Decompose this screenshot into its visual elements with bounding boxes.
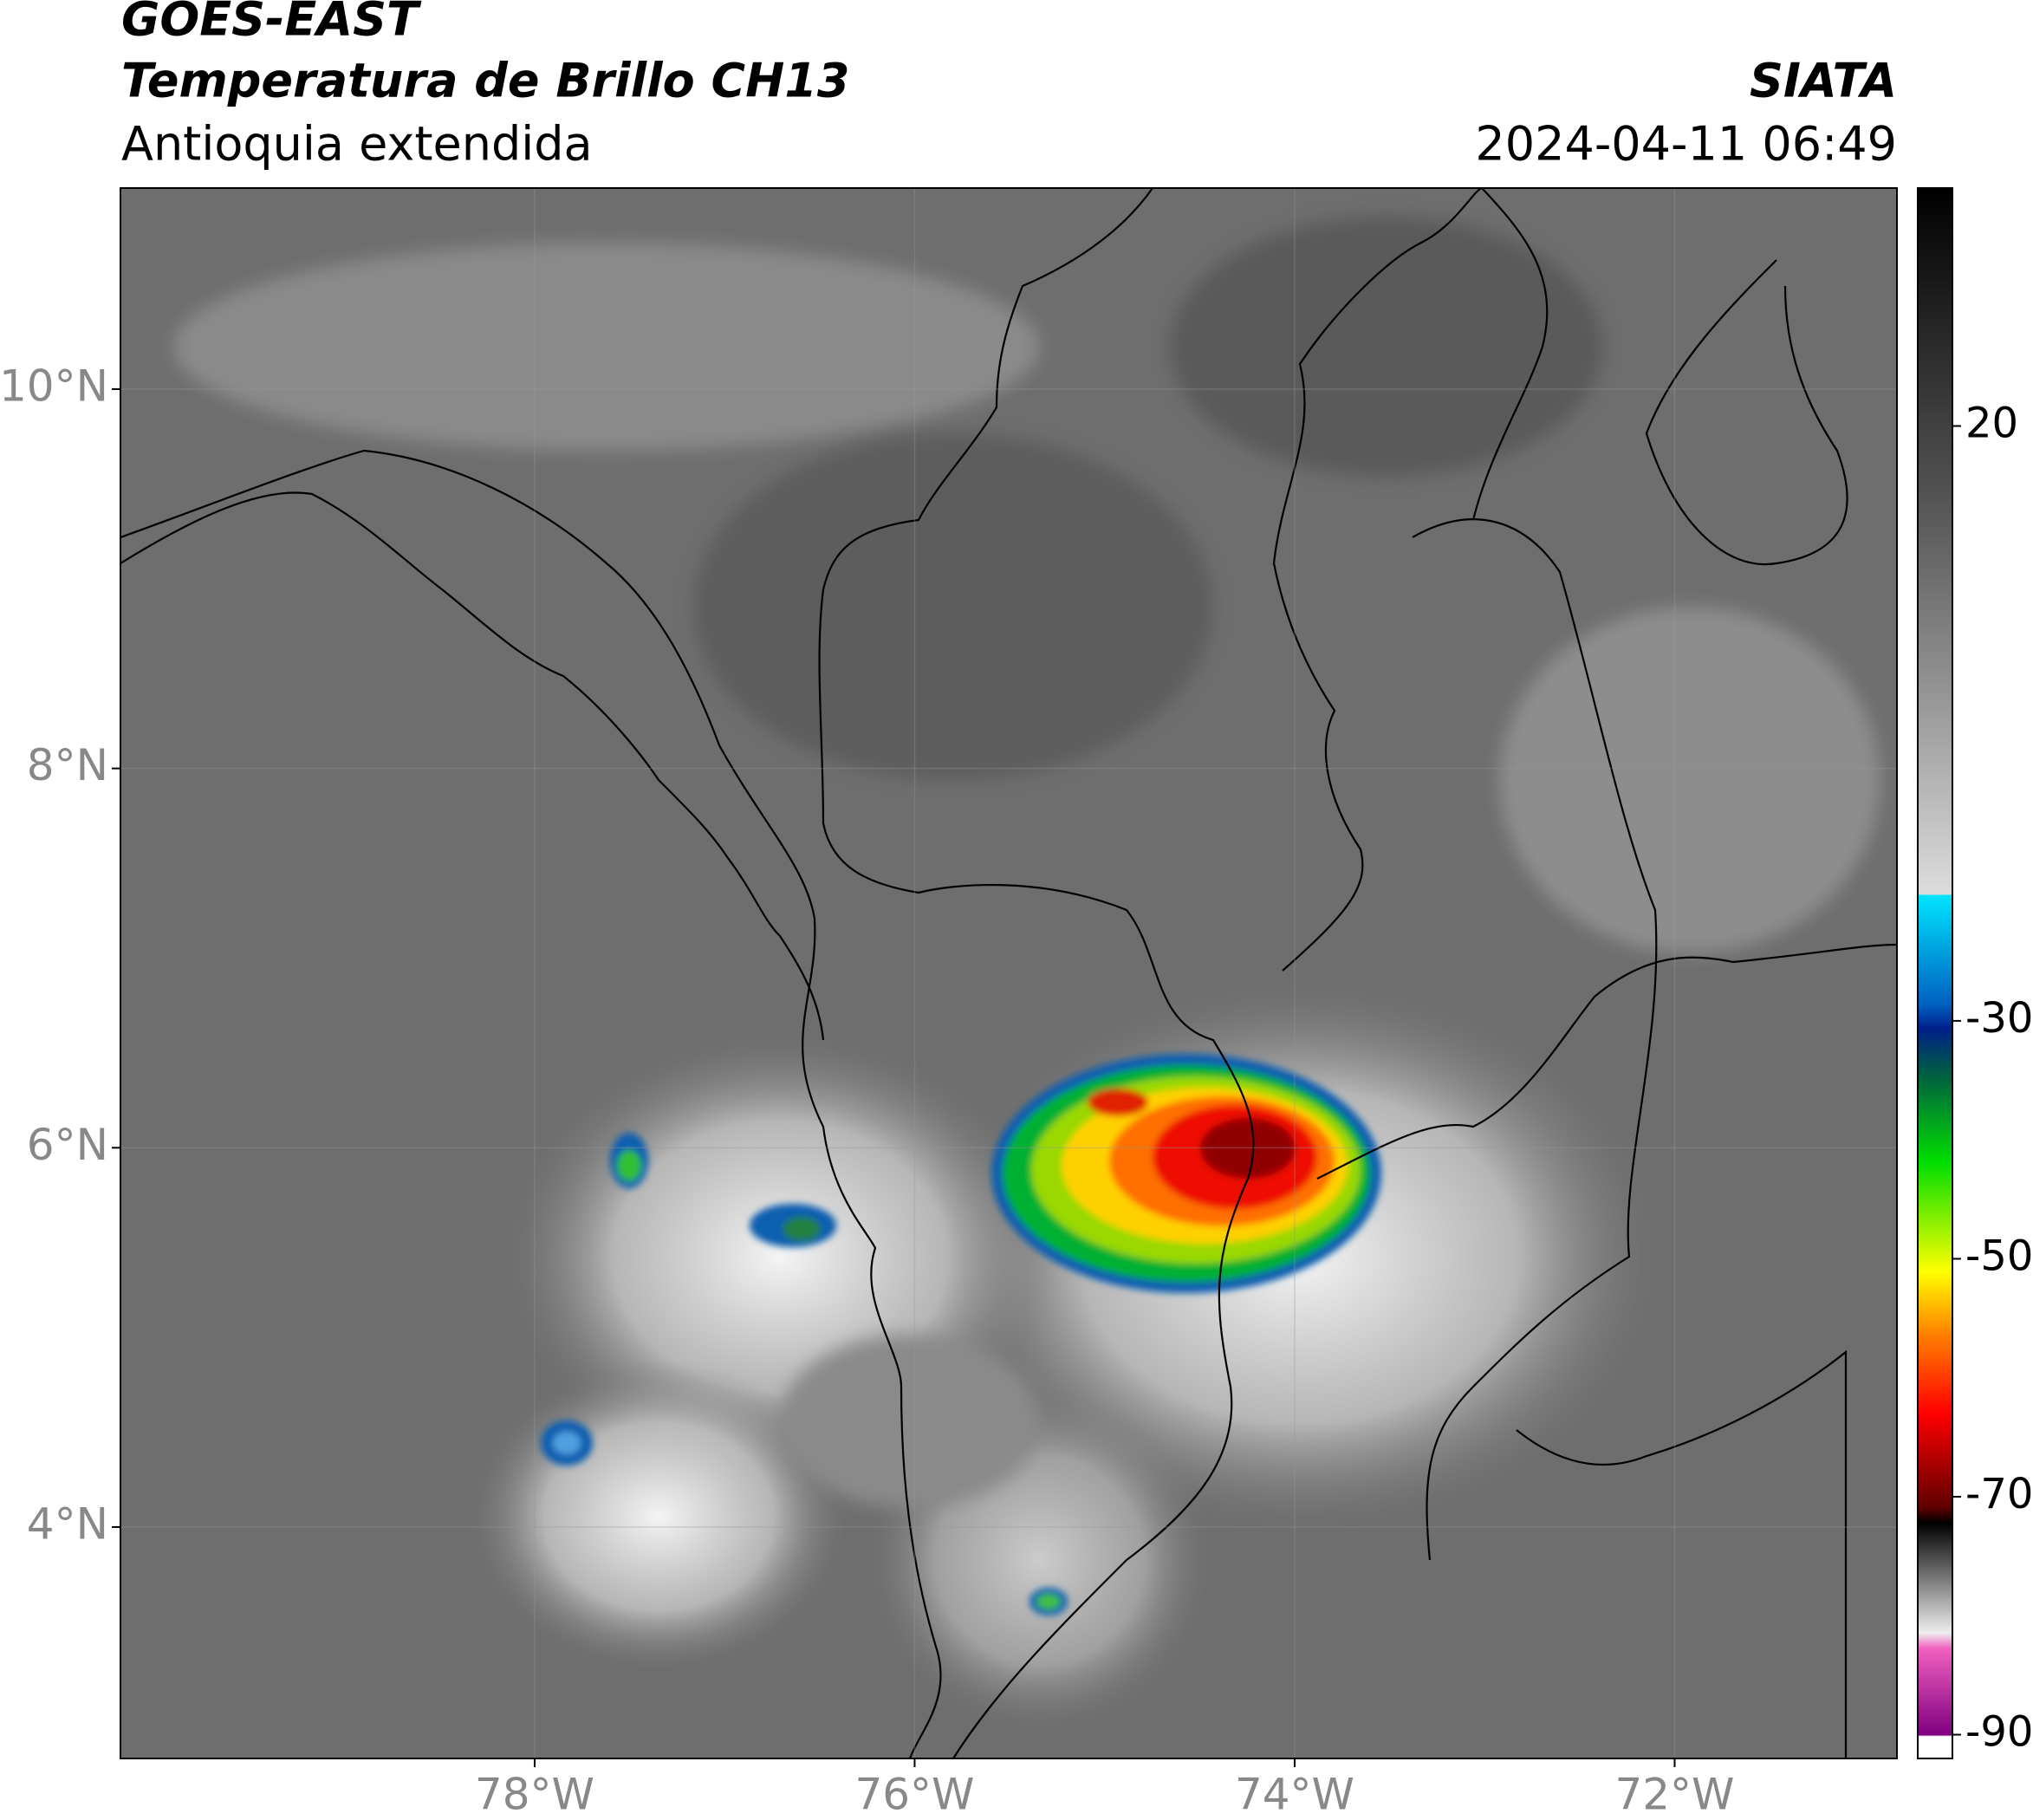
lat-tick-label: 8°N <box>27 740 108 790</box>
border-line <box>1645 259 1848 566</box>
border-line <box>1471 188 1549 521</box>
lat-tick-label: 10°N <box>0 361 108 411</box>
lon-tick-label: 76°W <box>854 1770 974 1820</box>
lon-tick-label: 72°W <box>1614 1770 1734 1820</box>
border-line <box>1412 518 1658 1561</box>
region: Antioquia extendida <box>121 117 593 172</box>
lon-tick-label: 74°W <box>1235 1770 1354 1820</box>
source: SIATA <box>1750 54 1897 108</box>
border-line <box>818 188 1255 1758</box>
colorbar <box>1917 187 1953 1759</box>
map-image <box>120 188 1897 1758</box>
grid <box>120 188 1897 1758</box>
colorbar-tick-label: -90 <box>1965 1708 2033 1757</box>
subtitle: Temperatura de Brillo CH13 <box>121 54 850 108</box>
border-line <box>1316 943 1897 1180</box>
map-frame <box>120 187 1898 1759</box>
title: GOES-EAST <box>121 0 422 47</box>
lon-tick-label: 78°W <box>475 1770 594 1820</box>
border-line <box>120 449 942 1758</box>
lat-tick-label: 6°N <box>27 1120 108 1170</box>
datetime: 2024-04-11 06:49 <box>1475 117 1897 172</box>
border-line <box>1516 1349 1848 1758</box>
colorbar-tick-label: 20 <box>1965 400 2018 448</box>
colorbar-tick-label: -70 <box>1965 1470 2033 1518</box>
colorbar-tick-label: -30 <box>1965 994 2033 1043</box>
border-line <box>120 491 825 1041</box>
border-line <box>1272 188 1483 972</box>
lat-tick-label: 4°N <box>27 1499 108 1550</box>
colorbar-tick-label: -50 <box>1965 1232 2033 1280</box>
